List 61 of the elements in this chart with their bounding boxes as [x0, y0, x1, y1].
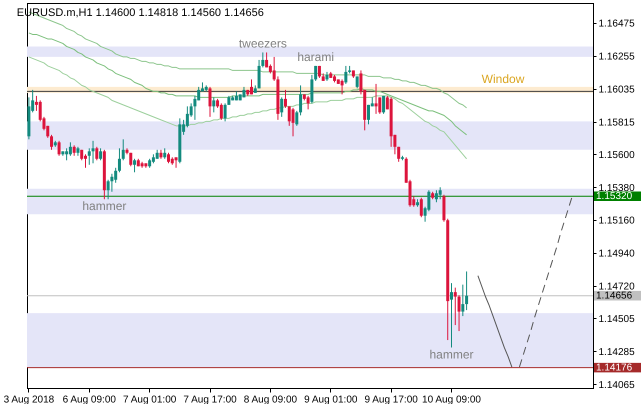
- candlestick: [265, 52, 268, 68]
- y-tick-label: 1.16475: [598, 18, 636, 30]
- candlestick: [261, 52, 264, 68]
- candlestick: [133, 158, 136, 173]
- candlestick: [292, 107, 295, 137]
- candlestick: [434, 190, 438, 203]
- candlestick: [129, 152, 132, 167]
- candlestick: [280, 96, 284, 118]
- line-series: [477, 275, 512, 368]
- y-tick-label: 1.15160: [598, 216, 636, 227]
- candlestick: [366, 104, 370, 125]
- y-tick-label: 1.14720: [598, 282, 636, 293]
- candlestick: [58, 140, 61, 156]
- candlestick: [450, 282, 453, 348]
- candlestick: [167, 152, 170, 164]
- y-tick-label: 1.16035: [598, 84, 636, 96]
- candlestick: [72, 144, 76, 156]
- y-tick-label: 1.16255: [598, 52, 636, 63]
- candlestick: [438, 186, 442, 200]
- candlestick: [250, 78, 254, 95]
- annotation: hammer: [82, 199, 126, 214]
- candlestick: [220, 102, 223, 120]
- annotation: tweezers: [238, 36, 287, 50]
- candlestick: [382, 95, 386, 114]
- candlestick: [68, 142, 72, 156]
- candlestick: [92, 140, 95, 164]
- candlestick: [212, 96, 216, 113]
- candlestick: [95, 146, 98, 161]
- y-tick-label: 1.14505: [598, 314, 636, 325]
- y-tick-label: 1.14065: [598, 380, 636, 391]
- candlestick: [186, 106, 189, 128]
- y-tick-label: 1.15600: [598, 150, 636, 161]
- y-tick-label: 1.14285: [598, 346, 636, 358]
- band-label: Window: [482, 72, 525, 86]
- candlestick: [306, 95, 310, 110]
- candlestick: [106, 179, 110, 200]
- line-series: [28, 32, 468, 136]
- candlestick: [374, 83, 378, 114]
- candlestick: [340, 78, 344, 95]
- y-tick-label: 1.15815: [598, 118, 636, 129]
- candlestick: [420, 197, 423, 218]
- candlestick: [378, 96, 382, 114]
- candlestick: [65, 148, 68, 161]
- candlestick: [258, 59, 261, 89]
- annotation: hammer: [429, 348, 474, 362]
- candlestick: [224, 102, 227, 122]
- y-tick-label: 1.14940: [598, 248, 636, 260]
- candlestick: [84, 154, 87, 168]
- candlestick: [272, 56, 276, 82]
- candlestick: [99, 148, 102, 161]
- ref-line-label: 1.15320: [596, 191, 633, 202]
- line-series: [518, 196, 573, 368]
- ref-line-label: 1.14656: [596, 290, 633, 302]
- candlestick: [344, 65, 348, 84]
- candlestick: [163, 148, 166, 160]
- candlestick: [242, 86, 246, 98]
- candlestick: [427, 190, 430, 212]
- candlestick: [208, 86, 212, 118]
- annotation: harami: [297, 50, 334, 64]
- candlestick: [397, 146, 400, 162]
- ref-line-label: 1.14176: [596, 362, 633, 374]
